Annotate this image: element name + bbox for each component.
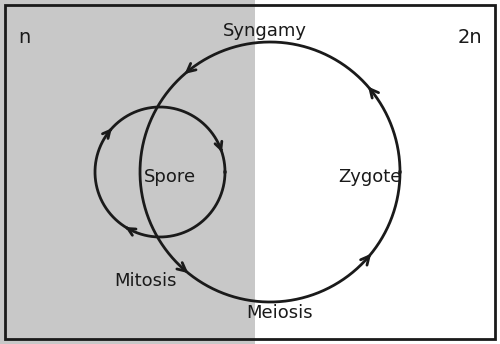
Bar — [255, 0, 500, 344]
Text: 2n: 2n — [458, 28, 482, 47]
Text: Mitosis: Mitosis — [114, 272, 176, 290]
Text: Spore: Spore — [144, 168, 196, 186]
Text: Zygote: Zygote — [338, 168, 402, 186]
Bar — [0, 0, 255, 344]
Text: n: n — [18, 28, 30, 47]
Text: Meiosis: Meiosis — [246, 304, 314, 322]
Text: Syngamy: Syngamy — [223, 22, 307, 40]
